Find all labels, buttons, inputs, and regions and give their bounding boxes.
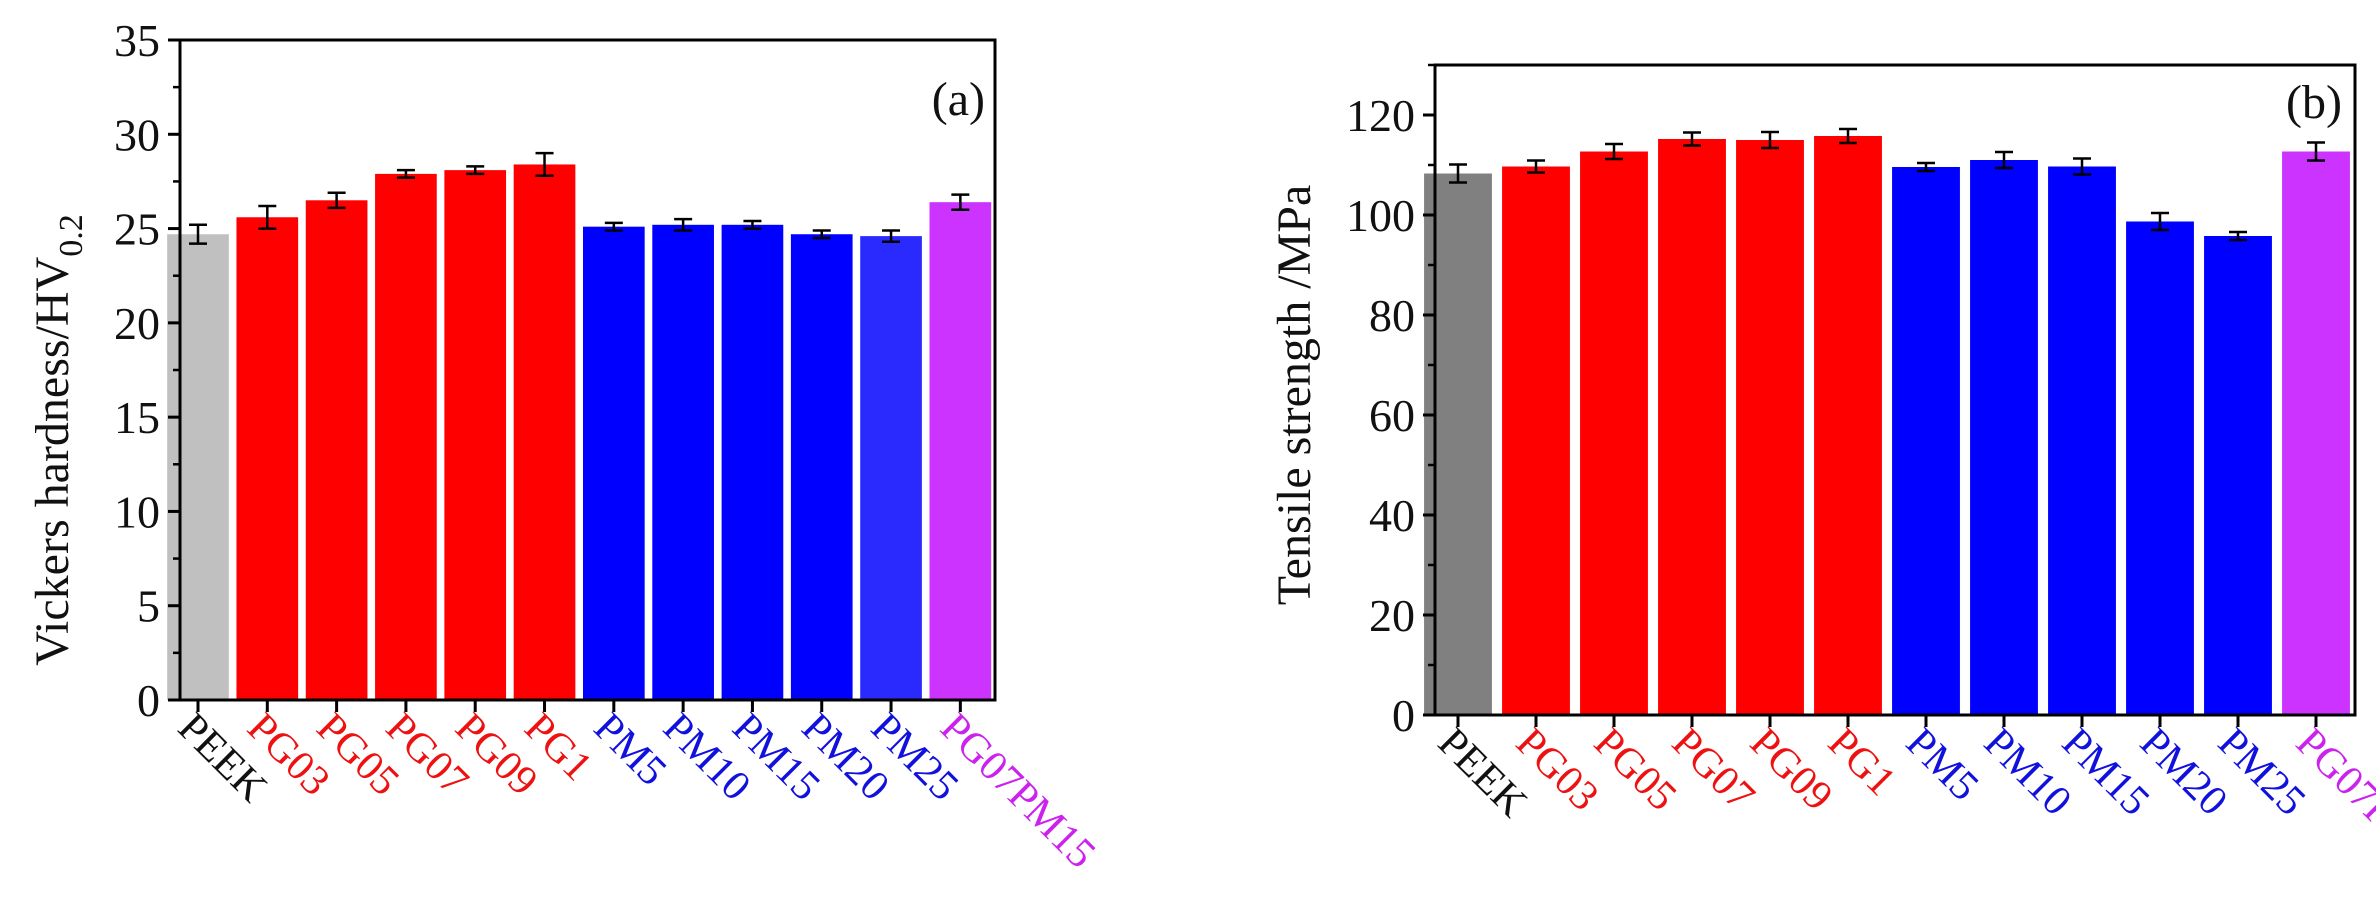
error-bar-pg07	[1683, 131, 1701, 147]
category-label-pm15: PM15	[2053, 720, 2158, 825]
error-bar-pg05	[1605, 142, 1623, 161]
bar-pg09	[1736, 140, 1804, 715]
bar-pg03	[1502, 166, 1570, 715]
error-bar-pm10	[1995, 150, 2013, 170]
error-bar-pm25	[2229, 230, 2247, 242]
error-bar-pm20	[812, 229, 831, 240]
category-label-pg07: PG07	[1663, 720, 1763, 820]
category-label-pm25: PM25	[2209, 720, 2314, 825]
bar-pm15	[721, 224, 784, 701]
y-tick-label: 120	[1346, 90, 1415, 141]
error-bar-peek	[1449, 163, 1467, 184]
y-tick-label: 15	[114, 392, 160, 443]
category-label-peek: PEEK	[1429, 720, 1536, 827]
error-bar-pg07	[396, 168, 415, 179]
bar-pg05	[1580, 151, 1648, 715]
plot-frame	[1433, 63, 2357, 717]
y-tick-label: 35	[114, 15, 160, 66]
y-axis-title-main-a: Vickers hardness/HV	[26, 256, 79, 665]
bar-pm20	[790, 234, 853, 700]
y-axis-title-subscript-a: 0.2	[53, 214, 90, 257]
y-tick-label: 80	[1369, 290, 1415, 341]
bar-pg07pm15	[929, 202, 992, 700]
bar-pm15	[2048, 166, 2116, 715]
bar-pg1	[513, 164, 576, 700]
bar-pg07pm15	[2282, 151, 2350, 715]
y-tick-label: 40	[1369, 490, 1415, 541]
category-label-pg09: PG09	[446, 705, 546, 805]
bar-peek	[167, 234, 229, 700]
bar-pm5	[582, 226, 645, 700]
category-label-pg07pm15: PG07PM15	[2287, 720, 2376, 893]
bar-pm10	[652, 224, 714, 701]
y-tick-label: 0	[1392, 690, 1415, 741]
error-bar-pm5	[604, 221, 623, 232]
y-tick-label: 5	[137, 581, 160, 632]
category-label-pg09: PG09	[1741, 720, 1841, 820]
bar-pm25	[2204, 236, 2272, 715]
error-bar-peek	[189, 223, 207, 245]
y-axis-title-a: Vickers hardness/HV0.2	[26, 214, 90, 666]
chart-panel-b: (b) Tensile strength /MPa PEEKPG03PG05PG…	[1268, 63, 2376, 893]
category-label-pm20: PM20	[2131, 720, 2236, 825]
category-label-pm5: PM5	[1897, 720, 1987, 810]
category-label-pg07: PG07	[377, 705, 477, 805]
error-bar-pg09	[1761, 130, 1779, 150]
error-bar-pg05	[327, 191, 346, 210]
error-bar-pg09	[466, 165, 485, 176]
category-label-pm5: PM5	[585, 705, 675, 795]
y-tick-label: 20	[114, 298, 160, 349]
bar-pg05	[305, 200, 368, 701]
category-label-pg05: PG05	[308, 705, 408, 805]
y-tick-label: 25	[114, 204, 160, 255]
y-tick-label: 10	[114, 486, 160, 537]
y-axis-title-b: Tensile strength /MPa	[1268, 185, 1321, 606]
bar-pm20	[2126, 221, 2194, 715]
y-tick-label: 60	[1369, 390, 1415, 441]
y-tick-label: 100	[1346, 190, 1415, 241]
bar-pm25	[860, 236, 922, 700]
error-bar-pg1	[1839, 127, 1857, 145]
category-label-pm10: PM10	[1975, 720, 2080, 825]
error-bar-pm15	[743, 219, 762, 230]
error-bar-pm20	[2151, 211, 2169, 232]
error-bar-pg07pm15	[951, 193, 970, 211]
panel-label-b: (b)	[2286, 76, 2342, 129]
error-bar-pm5	[1917, 161, 1935, 173]
bar-pm5	[1892, 167, 1960, 715]
bar-pm10	[1970, 160, 2038, 715]
y-tick-label: 20	[1369, 590, 1415, 641]
bar-pg07	[1658, 139, 1726, 715]
error-bar-pg07pm15	[2307, 141, 2325, 162]
bar-pg1	[1814, 136, 1882, 715]
panel-label-a: (a)	[932, 73, 985, 126]
chart-panel-a: (a) Vickers hardness/HV0.2 PEEKPG03PG05P…	[26, 15, 1104, 877]
category-label-pg05: PG05	[1585, 720, 1685, 820]
bar-pg09	[444, 170, 507, 701]
category-label-pg07pm15: PG07PM15	[931, 705, 1104, 878]
error-bar-pm10	[674, 217, 693, 232]
bar-pg07	[375, 173, 437, 700]
error-bar-pg03	[258, 204, 277, 230]
bar-pg03	[236, 217, 299, 700]
error-bar-pg03	[1527, 159, 1545, 174]
error-bar-pm15	[2073, 157, 2091, 176]
error-bar-pg1	[535, 151, 554, 178]
error-bar-pm25	[882, 229, 901, 244]
y-tick-label: 30	[114, 109, 160, 160]
y-tick-label: 0	[137, 675, 160, 726]
